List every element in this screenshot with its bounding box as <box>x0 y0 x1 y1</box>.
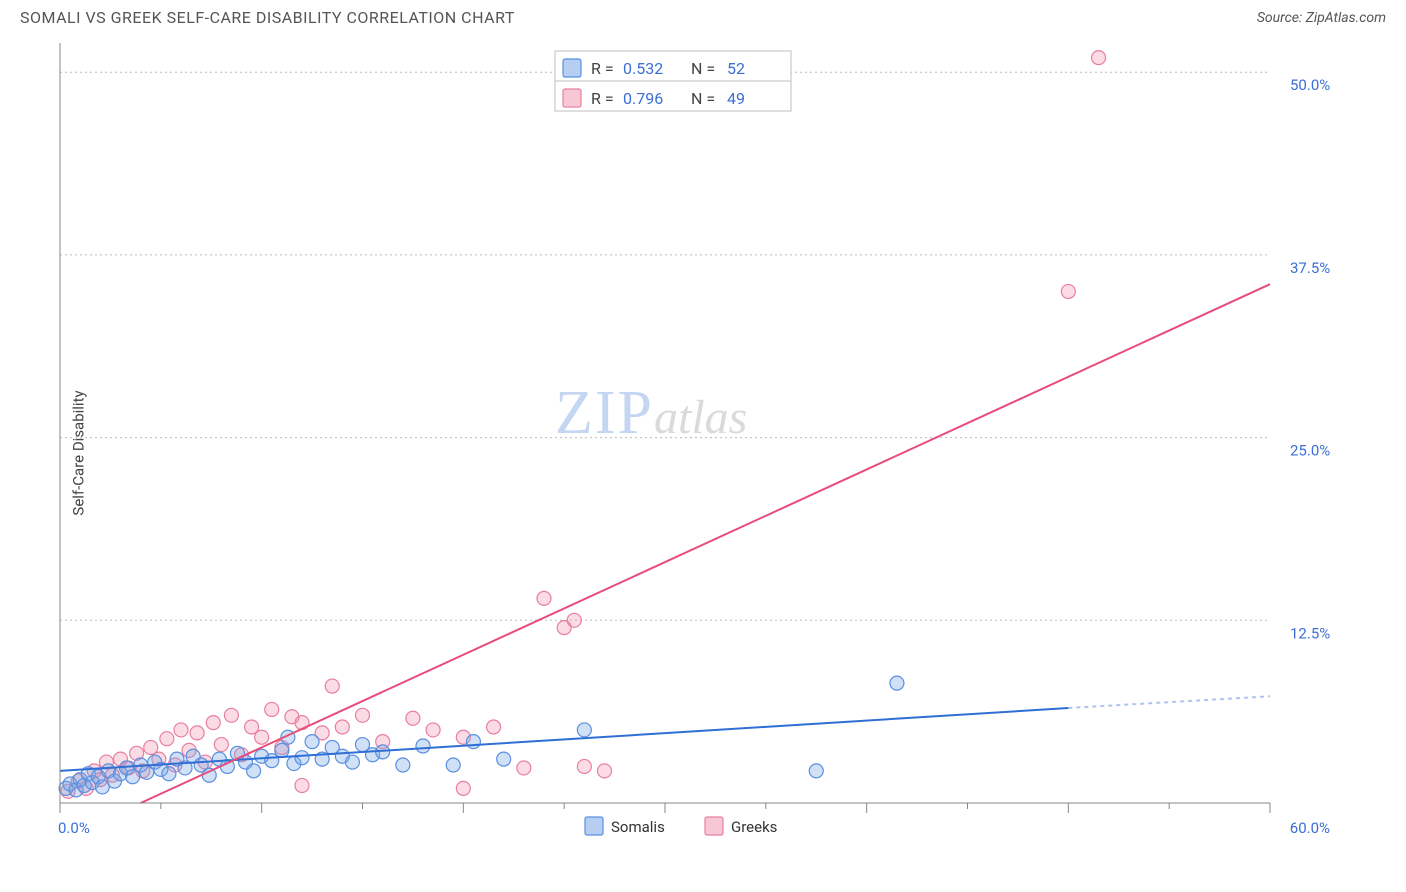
data-point-somali <box>890 676 904 690</box>
data-point-greek <box>456 781 470 795</box>
data-point-greek <box>190 726 204 740</box>
data-point-somali <box>247 764 261 778</box>
data-point-somali <box>446 758 460 772</box>
legend-bottom-label: Somalis <box>611 818 665 836</box>
chart-title: SOMALI VS GREEK SELF-CARE DISABILITY COR… <box>20 8 515 27</box>
data-point-greek <box>577 759 591 773</box>
legend-r-value: 0.532 <box>623 59 663 78</box>
data-point-somali <box>396 758 410 772</box>
data-point-greek <box>406 711 420 725</box>
data-point-greek <box>285 710 299 724</box>
chart-source: Source: ZipAtlas.com <box>1257 10 1386 26</box>
x-label-left: 0.0% <box>58 819 90 837</box>
data-point-somali <box>466 735 480 749</box>
data-point-greek <box>1061 284 1075 298</box>
legend-r-value: 0.796 <box>623 89 663 108</box>
legend-n-label: N = <box>691 59 715 78</box>
data-point-somali <box>416 739 430 753</box>
y-tick-label: 12.5% <box>1290 624 1330 642</box>
data-point-greek <box>325 679 339 693</box>
data-point-greek <box>224 708 238 722</box>
data-point-greek <box>487 720 501 734</box>
legend-r-label: R = <box>591 59 614 78</box>
data-point-somali <box>275 743 289 757</box>
data-point-somali <box>162 767 176 781</box>
legend-bottom-label: Greeks <box>731 818 777 836</box>
legend-n-value: 52 <box>727 59 745 78</box>
legend-swatch <box>563 89 581 107</box>
data-point-somali <box>577 723 591 737</box>
data-point-somali <box>305 735 319 749</box>
legend-n-label: N = <box>691 89 715 108</box>
data-point-greek <box>517 761 531 775</box>
legend-swatch <box>563 59 581 77</box>
y-axis-label: Self-Care Disability <box>70 390 88 515</box>
data-point-greek <box>335 720 349 734</box>
y-tick-label: 25.0% <box>1290 442 1330 460</box>
chart-header: SOMALI VS GREEK SELF-CARE DISABILITY COR… <box>0 0 1406 33</box>
data-point-somali <box>809 764 823 778</box>
legend-r-label: R = <box>591 89 614 108</box>
scatter-chart: 12.5% 25.0% 37.5% 50.0% ZIPatlas 0.0% 60.0% R =… <box>20 33 1340 873</box>
data-point-greek <box>214 738 228 752</box>
data-point-greek <box>567 613 581 627</box>
trend-line-somali-extrap <box>1068 696 1270 708</box>
data-point-greek <box>160 732 174 746</box>
legend-n-value: 49 <box>727 89 745 108</box>
y-tick-label: 50.0% <box>1290 76 1330 94</box>
data-point-greek <box>356 708 370 722</box>
legend-bottom-swatch <box>585 817 603 835</box>
trend-line-greek <box>141 284 1270 803</box>
data-point-greek <box>174 723 188 737</box>
data-point-greek <box>265 702 279 716</box>
data-point-greek <box>598 764 612 778</box>
data-point-greek <box>537 591 551 605</box>
data-point-somali <box>497 752 511 766</box>
data-point-greek <box>295 778 309 792</box>
y-tick-label: 37.5% <box>1290 259 1330 277</box>
watermark: ZIPatlas <box>555 379 747 447</box>
x-label-right: 60.0% <box>1290 819 1330 837</box>
data-point-somali <box>295 751 309 765</box>
chart-area: Self-Care Disability 12.5% 25.0% 37.5% 50.0… <box>20 33 1386 873</box>
data-point-greek <box>255 730 269 744</box>
data-point-greek <box>206 716 220 730</box>
data-point-somali <box>345 755 359 769</box>
legend-bottom-swatch <box>705 817 723 835</box>
data-point-greek <box>426 723 440 737</box>
data-point-greek <box>1092 51 1106 65</box>
